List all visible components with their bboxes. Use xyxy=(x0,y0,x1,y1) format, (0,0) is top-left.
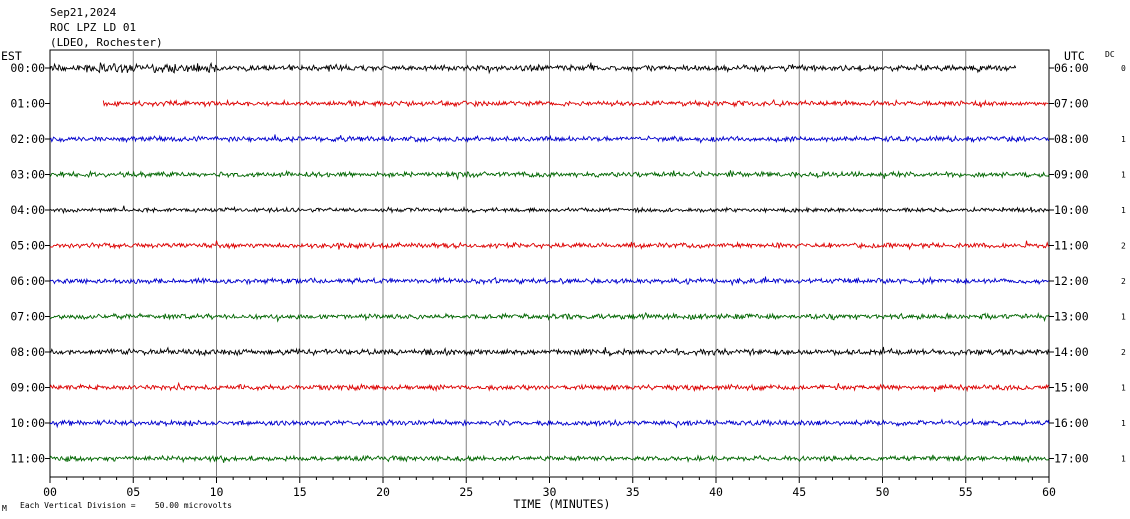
dc-value: 0 xyxy=(1121,64,1126,73)
left-axis-label: EST xyxy=(1,49,22,63)
utc-row-label: 11:00 xyxy=(1054,239,1089,253)
x-tick-label: 50 xyxy=(876,485,890,499)
x-tick-label: 15 xyxy=(293,485,307,499)
dc-value: 1 xyxy=(1121,206,1126,215)
x-tick-label: 60 xyxy=(1042,485,1056,499)
est-row-label: 00:00 xyxy=(10,61,45,75)
dc-value: 1 xyxy=(1121,455,1126,464)
utc-row-label: 17:00 xyxy=(1054,452,1089,466)
header-date: Sep21,2024 xyxy=(50,6,117,19)
x-tick-label: 00 xyxy=(43,485,57,499)
utc-row-label: 06:00 xyxy=(1054,61,1089,75)
utc-row-label: 14:00 xyxy=(1054,345,1089,359)
utc-row-label: 12:00 xyxy=(1054,274,1089,288)
x-tick-label: 30 xyxy=(543,485,557,499)
x-axis-label: TIME (MINUTES) xyxy=(514,497,611,511)
dc-value: 1 xyxy=(1121,135,1126,144)
footnote: Each Vertical Division = 50.00 microvolt… xyxy=(20,501,232,510)
utc-row-label: 08:00 xyxy=(1054,132,1089,146)
trace-line-0300 xyxy=(49,169,1050,181)
right-axis-label: UTC xyxy=(1064,49,1085,63)
x-tick-label: 10 xyxy=(210,485,224,499)
x-tick-label: 45 xyxy=(792,485,806,499)
vertical-grid xyxy=(132,50,967,477)
x-tick-label: 40 xyxy=(709,485,723,499)
trace-line-0200 xyxy=(49,134,1050,144)
est-row-label: 08:00 xyxy=(10,345,45,359)
header-station: ROC LPZ LD 01 xyxy=(50,21,136,34)
dc-value: 2 xyxy=(1121,348,1126,357)
dc-value: 1 xyxy=(1121,384,1126,393)
x-tick-label: 05 xyxy=(126,485,140,499)
est-row-label: 07:00 xyxy=(10,310,45,324)
dc-value: 1 xyxy=(1121,171,1126,180)
trace-line-1100 xyxy=(49,453,1050,464)
utc-row-label: 16:00 xyxy=(1054,416,1089,430)
x-axis-ticks: 00 05 10 15 20 25 30 35 40 45 50 55 60 xyxy=(43,477,1056,499)
est-row-label: 02:00 xyxy=(10,132,45,146)
trace-line-0700 xyxy=(49,311,1050,323)
x-tick-label: 55 xyxy=(959,485,973,499)
x-tick-label: 20 xyxy=(376,485,390,499)
est-row-label: 11:00 xyxy=(10,452,45,466)
utc-row-label: 10:00 xyxy=(1054,203,1089,217)
est-row-label: 01:00 xyxy=(10,97,45,111)
trace-line-0400 xyxy=(50,205,1050,215)
trace-line-0100 xyxy=(102,98,1049,108)
dc-value: 2 xyxy=(1121,242,1126,251)
dc-value: 2 xyxy=(1121,277,1126,286)
utc-row-label: 13:00 xyxy=(1054,310,1089,324)
corner-mark: M xyxy=(2,504,7,513)
dc-value: 1 xyxy=(1121,313,1126,322)
utc-row-label: 07:00 xyxy=(1054,97,1089,111)
est-row-label: 04:00 xyxy=(10,203,45,217)
row-labels: 00:00 06:00 0 01:00 07:00 02:00 08:00 1 03:00 09:… xyxy=(10,61,1126,466)
dc-value: 1 xyxy=(1121,419,1126,428)
traces xyxy=(49,61,1050,464)
trace-line-0500 xyxy=(49,240,1050,251)
trace-line-0800 xyxy=(49,346,1050,357)
trace-line-1000 xyxy=(49,417,1050,429)
est-row-label: 06:00 xyxy=(10,274,45,288)
est-row-label: 03:00 xyxy=(10,168,45,182)
trace-line-0000 xyxy=(49,61,1017,75)
est-row-label: 05:00 xyxy=(10,239,45,253)
utc-row-label: 09:00 xyxy=(1054,168,1089,182)
x-tick-label: 35 xyxy=(626,485,640,499)
trace-line-0600 xyxy=(49,275,1050,287)
est-row-label: 10:00 xyxy=(10,416,45,430)
x-tick-label: 25 xyxy=(459,485,473,499)
utc-row-label: 15:00 xyxy=(1054,381,1089,395)
header-network: (LDEO, Rochester) xyxy=(50,36,163,49)
dc-label: DC xyxy=(1105,50,1115,59)
trace-line-0900 xyxy=(49,381,1050,393)
est-row-label: 09:00 xyxy=(10,381,45,395)
